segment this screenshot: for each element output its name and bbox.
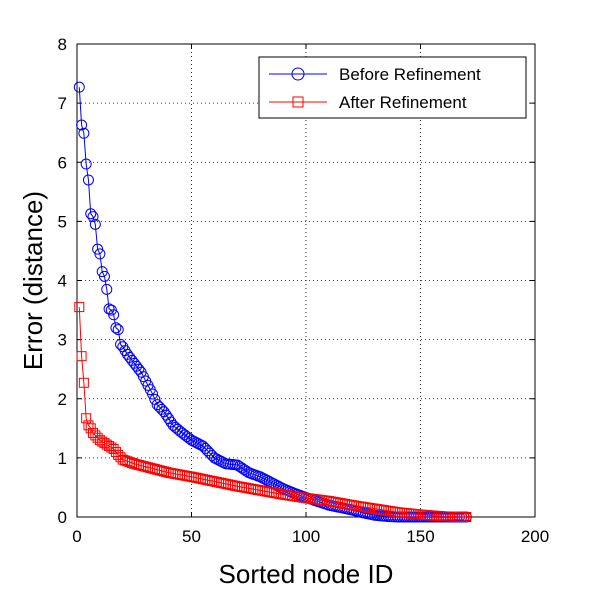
data-point xyxy=(78,377,89,388)
legend-label: Before Refinement xyxy=(339,65,481,84)
y-tick-label: 0 xyxy=(58,508,67,527)
legend-box xyxy=(258,56,527,119)
legend: Before Refinement After Refinement xyxy=(258,56,527,119)
x-tick-label: 150 xyxy=(406,527,434,546)
data-point xyxy=(80,158,92,170)
x-axis-title: Sorted node ID xyxy=(219,559,394,589)
data-point xyxy=(112,324,124,336)
legend-label: After Refinement xyxy=(339,93,467,112)
data-point xyxy=(89,218,101,230)
data-point xyxy=(74,302,85,313)
y-tick-label: 8 xyxy=(58,35,67,54)
x-tick-label: 50 xyxy=(182,527,201,546)
x-tick-label: 0 xyxy=(72,527,81,546)
data-point xyxy=(147,388,159,400)
y-tick-label: 6 xyxy=(58,153,67,172)
data-point xyxy=(76,351,87,362)
legend-marker xyxy=(291,67,305,81)
data-point xyxy=(108,309,120,321)
y-tick-label: 4 xyxy=(58,272,67,291)
data-point xyxy=(82,174,94,186)
legend-entry: After Refinement xyxy=(269,93,467,112)
y-tick-label: 3 xyxy=(58,331,67,350)
data-point xyxy=(110,322,122,334)
series-layer xyxy=(73,81,472,523)
ticks: 0 50 100 150 200 0 1 2 3 4 5 6 7 8 xyxy=(58,35,550,546)
y-tick-label: 1 xyxy=(58,449,67,468)
data-point xyxy=(98,270,110,282)
data-point xyxy=(85,208,97,220)
data-point xyxy=(81,413,92,424)
legend-marker xyxy=(292,96,304,108)
data-point xyxy=(461,512,472,522)
y-tick-label: 2 xyxy=(58,390,67,409)
data-point xyxy=(73,81,85,93)
y-tick-label: 5 xyxy=(58,212,67,231)
legend-entry: Before Refinement xyxy=(269,65,481,84)
data-point xyxy=(76,119,88,131)
data-point xyxy=(87,211,99,223)
x-tick-label: 100 xyxy=(292,527,320,546)
x-tick-label: 200 xyxy=(521,527,549,546)
data-point xyxy=(94,248,106,260)
series-after-refinement xyxy=(74,302,472,522)
y-axis-title: Error (distance) xyxy=(18,191,48,370)
data-point xyxy=(78,127,90,139)
y-tick-label: 7 xyxy=(58,94,67,113)
data-point xyxy=(101,283,113,295)
